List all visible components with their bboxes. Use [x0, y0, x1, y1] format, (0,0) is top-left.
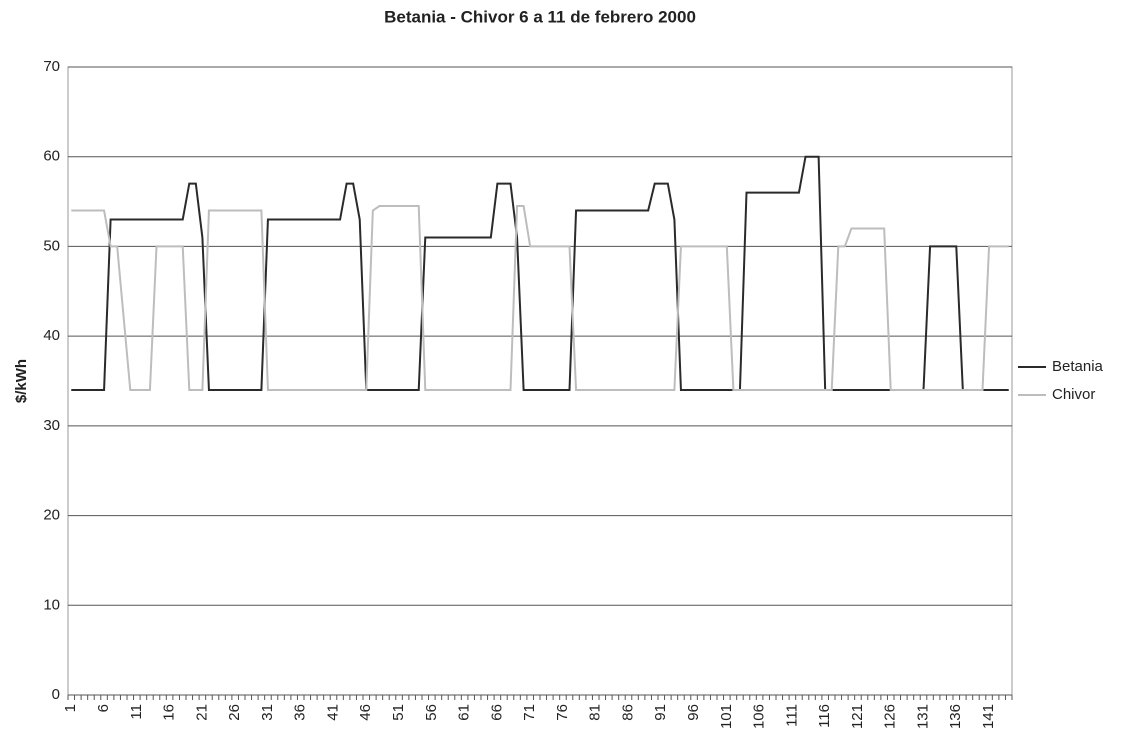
x-tick-label: 36: [292, 704, 309, 721]
y-tick-label: 40: [43, 327, 60, 344]
x-tick-label: 126: [882, 704, 899, 729]
series-line: [71, 155, 1009, 391]
x-tick-label: 101: [718, 704, 735, 729]
y-tick-label: 0: [52, 686, 60, 703]
x-tick-label: 1: [62, 704, 79, 712]
x-tick-label: 21: [193, 704, 210, 721]
x-tick-label: 66: [488, 704, 505, 721]
y-tick-label: 70: [43, 58, 60, 75]
x-tick-label: 116: [816, 704, 833, 728]
plot-area: [67, 66, 1013, 696]
y-tick-label: 10: [43, 596, 60, 613]
chart-title: Betania - Chivor 6 a 11 de febrero 2000: [384, 7, 696, 26]
legend-label: Chivor: [1052, 386, 1095, 403]
x-tick-label: 76: [554, 704, 571, 721]
y-tick-label: 20: [43, 507, 60, 524]
y-tick-label: 50: [43, 237, 60, 254]
x-tick-label: 11: [128, 704, 145, 720]
x-tick-label: 56: [423, 704, 440, 721]
x-tick-label: 136: [947, 704, 964, 729]
x-tick-label: 26: [226, 704, 243, 721]
x-tick-label: 31: [259, 704, 276, 721]
y-axis-label: $/kWh: [13, 359, 30, 403]
x-tick-label: 71: [521, 704, 538, 721]
x-tick-label: 96: [685, 704, 702, 721]
y-tick-label: 60: [43, 148, 60, 165]
y-tick-label: 30: [43, 417, 60, 434]
x-tick-label: 131: [914, 704, 931, 729]
x-tick-label: 141: [980, 704, 997, 729]
x-tick-label: 91: [652, 704, 669, 721]
x-tick-label: 121: [849, 704, 866, 729]
x-tick-label: 86: [619, 704, 636, 721]
x-tick-label: 111: [783, 704, 800, 727]
x-tick-label: 6: [95, 704, 112, 712]
x-tick-label: 81: [587, 704, 604, 721]
x-tick-label: 51: [390, 704, 407, 721]
x-tick-label: 46: [357, 704, 374, 721]
series-line: [71, 205, 1009, 391]
legend-label: Betania: [1052, 358, 1104, 375]
x-tick-label: 41: [324, 704, 341, 721]
x-tick-label: 16: [161, 704, 178, 721]
x-tick-label: 106: [751, 704, 768, 729]
x-tick-label: 61: [456, 704, 473, 721]
